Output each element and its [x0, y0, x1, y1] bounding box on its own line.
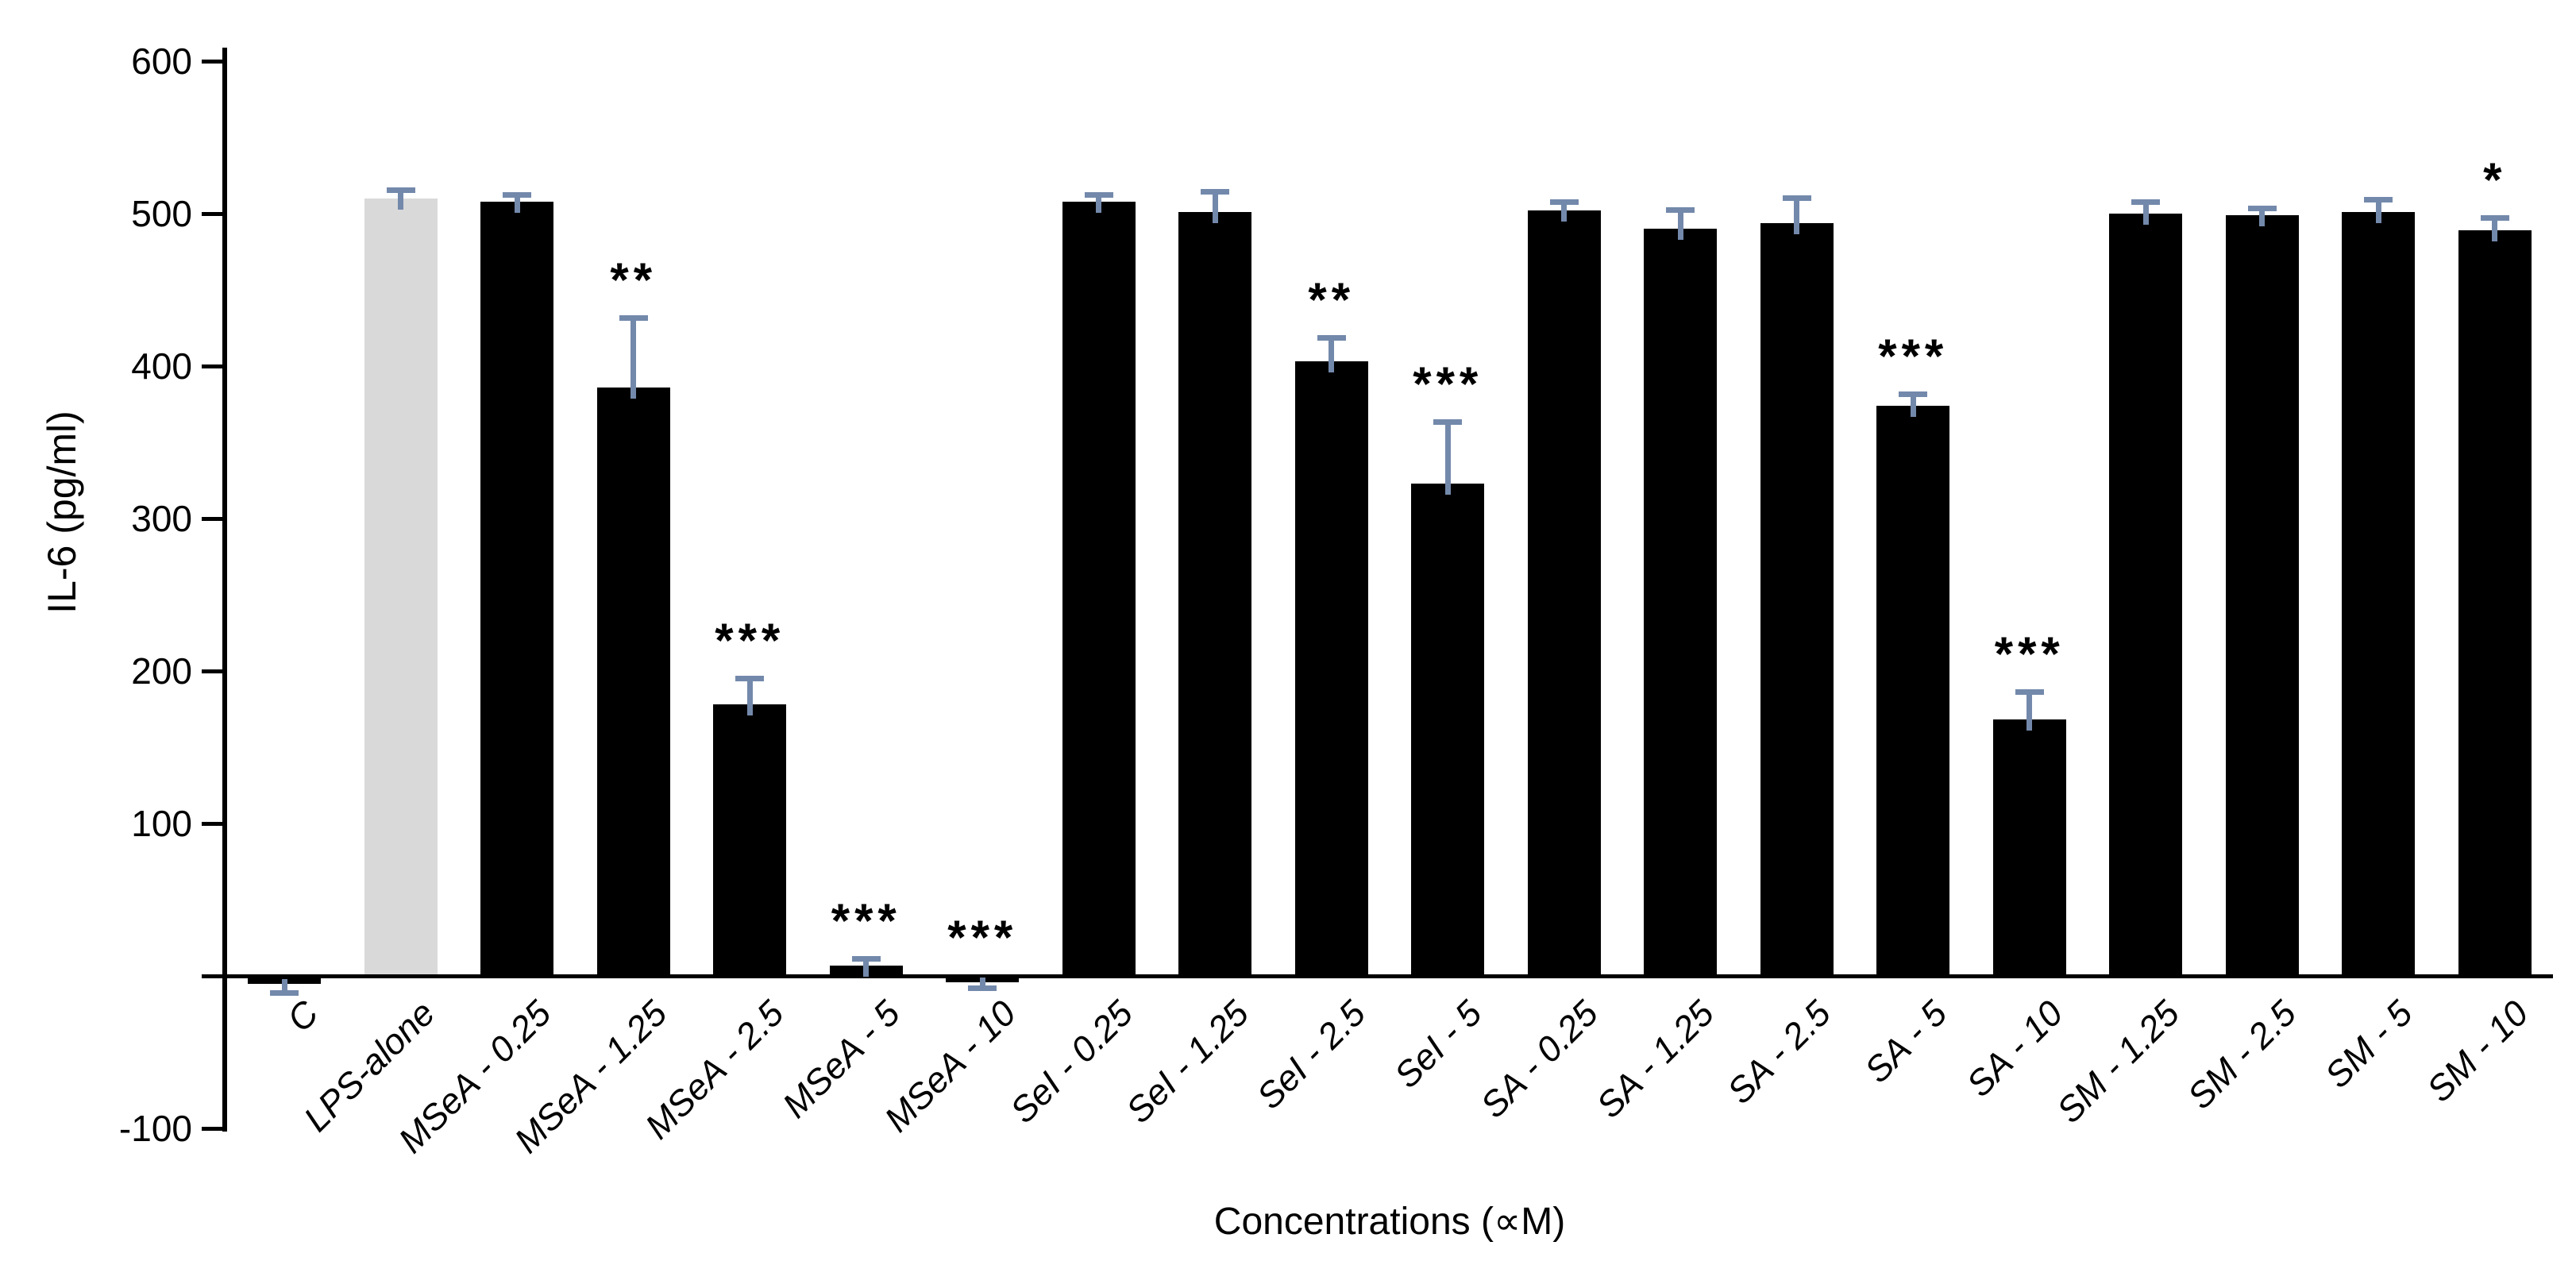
error-bar-stem: [1096, 196, 1102, 213]
x-axis-line: [226, 974, 2553, 978]
error-bar-cap: [1666, 207, 1695, 214]
bar: [1527, 210, 1601, 976]
error-bar-stem: [2259, 210, 2266, 226]
error-bar-stem: [979, 977, 985, 987]
bar: [1876, 405, 1950, 976]
y-tick-mark: [202, 822, 224, 826]
category-label: SeI - 5: [1386, 993, 1490, 1096]
y-tick-label: 400: [131, 345, 192, 387]
error-bar-cap: [1084, 191, 1113, 198]
error-bar-stem: [1328, 340, 1335, 373]
y-axis-line: [222, 48, 227, 1132]
y-tick-mark: [202, 517, 224, 521]
significance-marker: **: [610, 253, 657, 307]
category-label: SeI - 2.5: [1248, 993, 1373, 1117]
bar: [1178, 212, 1252, 976]
error-bar-stem: [631, 320, 637, 399]
error-bar-stem: [746, 680, 753, 716]
error-bar-cap: [2247, 206, 2277, 212]
significance-marker: ***: [947, 910, 1018, 964]
error-bar-stem: [281, 978, 287, 992]
bar: [480, 201, 554, 976]
error-bar-cap: [1899, 391, 1928, 398]
y-tick-label: 600: [131, 40, 192, 82]
error-bar-cap: [1549, 199, 1579, 206]
error-bar-stem: [1794, 199, 1800, 234]
category-label: SA - 1.25: [1588, 993, 1722, 1126]
significance-marker: **: [1308, 273, 1355, 327]
y-tick-label: 300: [131, 498, 192, 539]
bar: [2342, 212, 2416, 976]
bar: [2458, 230, 2532, 976]
category-label: SA - 0.25: [1472, 993, 1606, 1126]
error-bar-stem: [1910, 396, 1916, 417]
error-bar-cap: [968, 985, 997, 992]
error-bar-cap: [851, 955, 881, 962]
y-tick-label: -100: [118, 1108, 192, 1149]
error-bar-stem: [2492, 219, 2498, 242]
significance-marker: *: [2483, 152, 2507, 206]
bar: [1760, 222, 1834, 976]
error-bar-stem: [514, 196, 520, 213]
error-bar-stem: [2375, 201, 2381, 224]
y-tick-label: 500: [131, 193, 192, 234]
y-tick-mark: [202, 212, 224, 216]
y-tick-mark: [202, 364, 224, 368]
category-label: SM - 1.25: [2049, 993, 2188, 1132]
category-label: SM - 10: [2419, 993, 2536, 1110]
bar: [1644, 229, 1718, 976]
y-tick-mark: [202, 669, 224, 673]
significance-marker: ***: [1413, 357, 1483, 411]
category-label: SeI - 0.25: [1001, 993, 1140, 1132]
category-label: SM - 2.5: [2179, 993, 2304, 1117]
error-bar-cap: [270, 990, 299, 997]
error-bar-stem: [1561, 204, 1568, 222]
bar: [2225, 214, 2299, 976]
bar: [1062, 201, 1136, 976]
bar: [2109, 214, 2183, 976]
error-bar-cap: [2364, 196, 2393, 202]
bar: [713, 704, 787, 976]
category-label: SA - 5: [1856, 993, 1955, 1091]
significance-marker: ***: [831, 893, 901, 947]
error-bar-cap: [386, 187, 415, 194]
y-tick-mark: [202, 60, 224, 64]
bar: [1992, 719, 2066, 976]
error-bar-cap: [503, 191, 532, 198]
category-label: SeI - 1.25: [1118, 993, 1257, 1132]
y-tick-mark: [202, 974, 224, 978]
error-bar-stem: [1212, 194, 1218, 224]
error-bar-stem: [1444, 423, 1451, 495]
category-label: SA - 2.5: [1718, 993, 1838, 1112]
error-bar-cap: [2480, 214, 2509, 221]
category-label: SM - 5: [2316, 993, 2420, 1096]
y-tick-mark: [202, 1127, 224, 1131]
y-tick-label: 100: [131, 803, 192, 844]
bar: [596, 387, 670, 976]
error-bar-cap: [1433, 418, 1463, 425]
error-bar-cap: [735, 675, 765, 681]
error-bar-stem: [2142, 204, 2149, 225]
error-bar-cap: [2131, 199, 2161, 206]
y-tick-label: 200: [131, 650, 192, 692]
category-label: SA - 10: [1958, 993, 2071, 1105]
significance-marker: ***: [1994, 627, 2065, 681]
error-bar-stem: [1677, 212, 1683, 241]
significance-marker: ***: [715, 613, 785, 667]
significance-marker: ***: [1878, 330, 1949, 384]
error-bar-stem: [863, 960, 870, 977]
error-bar-cap: [1782, 195, 1811, 201]
error-bar-stem: [2026, 693, 2033, 731]
error-bar-stem: [398, 192, 404, 210]
x-axis-title: Concentrations (∝M): [1213, 1201, 1566, 1243]
bar: [1411, 483, 1485, 976]
category-label: C: [279, 993, 326, 1040]
error-bar-cap: [1317, 335, 1346, 341]
bar: [1294, 361, 1368, 976]
error-bar-cap: [619, 315, 648, 322]
error-bar-cap: [2015, 688, 2044, 695]
bar: [364, 198, 438, 976]
error-bar-cap: [1201, 189, 1230, 195]
